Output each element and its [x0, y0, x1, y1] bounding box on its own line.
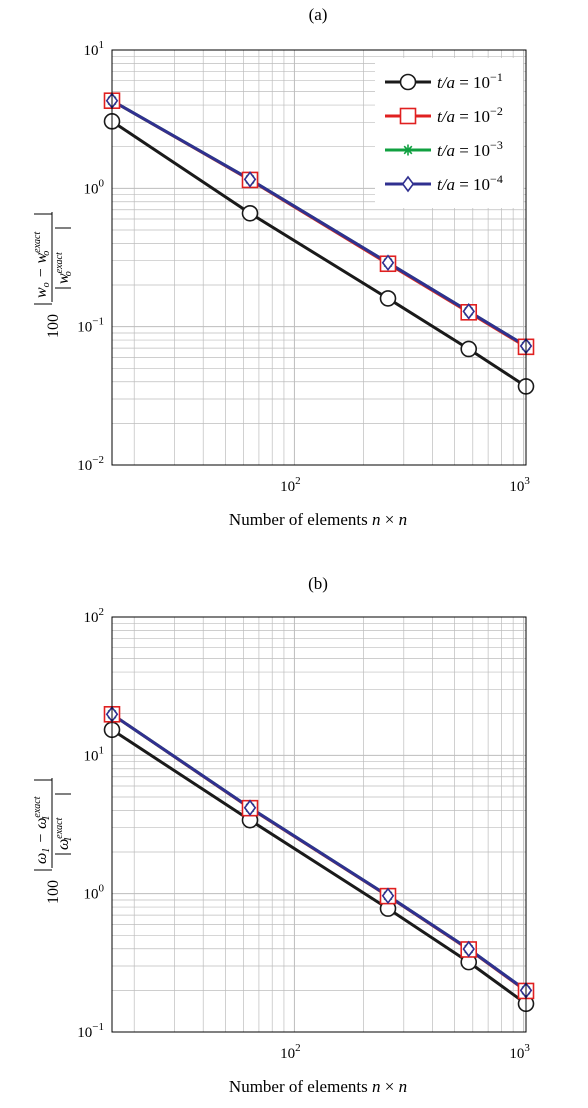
- series-4-point: [381, 254, 395, 272]
- y-tick-label: 101: [84, 744, 105, 764]
- legend-label-4: t/a = 10−4: [437, 172, 503, 194]
- svg-text:100: 100: [45, 314, 62, 338]
- panel-a-x-axis-label-text: Number of elements: [229, 510, 372, 529]
- series-4-point: [381, 887, 395, 905]
- panel-a-x-axis-label: Number of elements n × n: [229, 510, 407, 529]
- series-1-point: [241, 204, 259, 222]
- panel-a-plot-frame: [111, 49, 527, 466]
- panel-a-tick-labels: 102 103 10−2 10−1 100 101: [77, 39, 530, 495]
- legend-marker-2: [399, 107, 417, 125]
- panel-b-plot-frame: [111, 616, 527, 1033]
- y-tick-label: 102: [84, 606, 105, 626]
- panel-a-legend: t/a = 10−1 t/a = 10−2 t/a = 10−3 t/a = 10−4: [375, 58, 523, 208]
- x-tick-label: 102: [280, 1042, 301, 1062]
- svg-text:ωexact1: ωexact1: [54, 817, 74, 850]
- series-4-point: [243, 171, 257, 188]
- y-tick-label: 10−1: [77, 1021, 104, 1041]
- series-4-point: [462, 940, 475, 958]
- x-tick-label: 103: [509, 1042, 530, 1062]
- panel-b-title: (b): [308, 574, 328, 593]
- legend-marker-1: [399, 73, 417, 91]
- panel-a-y-axis-label: 100 wo − wexacto wexacto: [32, 212, 74, 338]
- y-tick-label: 100: [84, 177, 105, 197]
- panel-a-title: (a): [309, 5, 328, 24]
- series-1-point: [379, 290, 397, 307]
- series-4-point: [243, 799, 257, 817]
- legend-marker-3: [402, 144, 414, 156]
- panel-b-grid: [112, 616, 526, 1033]
- svg-text:ω1 − ωexact1: ω1 − ωexact1: [32, 796, 52, 864]
- x-tick-label: 102: [280, 475, 301, 495]
- panel-b-x-axis-label: Number of elements n × n: [229, 1077, 407, 1096]
- y-tick-label: 100: [84, 883, 105, 903]
- legend-label-2: t/a = 10−2: [437, 104, 503, 126]
- panel-b: (b) 102 103 10−1 100 101 102 Number of elemen…: [32, 574, 535, 1096]
- svg-text:wexacto: wexacto: [54, 252, 74, 284]
- y-tick-label: 101: [84, 39, 105, 59]
- series-4-point: [462, 303, 475, 320]
- y-tick-label: 10−2: [77, 454, 104, 474]
- svg-text:100: 100: [45, 880, 62, 904]
- y-tick-label: 10−1: [77, 316, 104, 336]
- panel-b-y-axis-label: 100 ω1 − ωexact1 ωexact1: [32, 778, 74, 904]
- x-tick-label: 103: [509, 475, 530, 495]
- svg-text:wo − wexacto: wo − wexacto: [32, 232, 52, 298]
- legend-label-1: t/a = 10−1: [437, 70, 503, 92]
- legend-label-3: t/a = 10−3: [437, 138, 503, 160]
- legend-marker-4: [401, 175, 415, 193]
- panel-b-tick-labels: 102 103 10−1 100 101 102: [77, 606, 530, 1062]
- series-1-point: [460, 340, 478, 358]
